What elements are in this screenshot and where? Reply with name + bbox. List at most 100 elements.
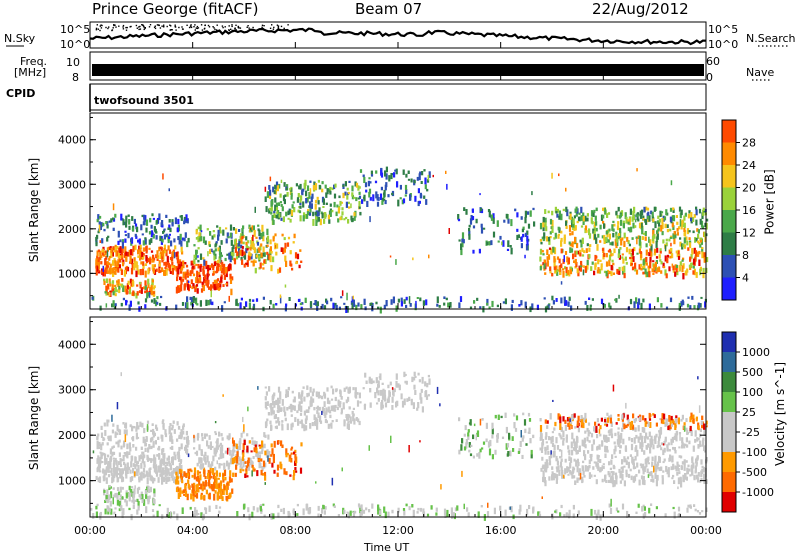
velocity-panel-cell [184, 483, 187, 490]
nsky-point [178, 26, 180, 29]
velocity-panel-cell [202, 481, 205, 487]
power-panel-cell [704, 301, 706, 308]
velocity-panel-cell [144, 447, 147, 452]
velocity-panel-cell [258, 458, 261, 461]
nsky-point [99, 29, 101, 32]
power-panel-cell [254, 260, 257, 263]
power-panel-cell [99, 250, 102, 254]
power-panel-cell [152, 286, 155, 290]
velocity-panel-cell [107, 494, 110, 500]
velocity-panel-cell [621, 473, 624, 481]
power-panel-cell [179, 276, 182, 281]
power-panel-cell [252, 303, 256, 309]
velocity-panel-cell [270, 512, 273, 520]
power-panel-cell [255, 236, 258, 239]
velocity-panel-cell [223, 485, 226, 490]
velocity-panel-cell [678, 512, 681, 516]
velocity-panel-cell [634, 427, 637, 432]
velocity-panel-cell [162, 463, 165, 466]
power-panel-cell [532, 207, 535, 211]
power-panel-cell [108, 255, 111, 259]
velocity-panel-cell [135, 426, 138, 432]
velocity-panel-cell [507, 451, 510, 456]
velocity-panel-cell [546, 425, 549, 429]
power-panel-cell [136, 284, 139, 287]
nsky-point [262, 27, 264, 30]
power-panel-cell [445, 297, 448, 301]
nsky-point [197, 27, 200, 29]
velocity-panel-cell [573, 458, 576, 462]
power-panel-cell [110, 267, 113, 274]
power-panel-cell [567, 301, 570, 307]
velocity-panel-cell [529, 438, 532, 444]
velocity-panel-cell [306, 393, 309, 398]
velocity-panel-cell [645, 462, 648, 468]
velocity-panel-cell [200, 512, 203, 518]
velocity-panel-cell [666, 444, 669, 448]
power-panel-cell [140, 287, 143, 294]
nsky-point [235, 24, 237, 26]
power-panel-cell [195, 277, 198, 284]
velocity-panel-cell [640, 438, 643, 445]
power-panel-cell [317, 179, 320, 183]
velocity-panel-cell [112, 451, 116, 455]
power-panel-cell [207, 264, 210, 272]
power-panel-cell [610, 271, 613, 277]
power-panel-cell [662, 239, 665, 244]
velocity-panel-cell [669, 418, 672, 425]
power-panel-cell [651, 215, 654, 221]
velocity-panel-cell [560, 458, 563, 462]
power-panel-cell [496, 220, 499, 227]
power-panel-cell [626, 236, 629, 242]
power-panel-cell [149, 217, 152, 223]
velocity-panel-cell [595, 461, 598, 467]
velocity-panel-cell [571, 449, 574, 456]
power-panel-cell [526, 230, 529, 235]
velocity-panel-cell [539, 418, 542, 422]
power-panel-cell [612, 272, 615, 275]
velocity-panel-cell [111, 451, 114, 457]
power-panel-cell [457, 218, 461, 222]
power-panel-cell [114, 260, 117, 267]
power-panel-cell [315, 214, 318, 220]
velocity-panel-cell [419, 507, 422, 512]
power-panel-cell [695, 237, 698, 242]
power-panel-cell [127, 280, 130, 286]
power-panel-cell [276, 185, 279, 192]
velocity-panel-cell [263, 471, 267, 476]
power-panel-cell [295, 183, 298, 187]
power-panel-cell [259, 262, 262, 269]
power-panel-cell [268, 192, 272, 200]
velocity-panel-cell [681, 461, 684, 465]
power-panel-cell [460, 243, 463, 250]
power-panel-cell [112, 260, 115, 266]
velocity-panel-cell [606, 417, 610, 423]
velocity-panel-cell [170, 467, 173, 471]
velocity-panel-cell [412, 402, 415, 409]
velocity-panel-cell [625, 424, 628, 428]
velocity-panel-cell [560, 436, 563, 440]
power-panel-cell [331, 187, 334, 191]
velocity-panel-cell [665, 465, 668, 472]
velocity-panel-cell [197, 513, 200, 515]
velocity-panel-cell [102, 475, 105, 479]
velocity-panel-cell [115, 460, 118, 466]
velocity-panel-cell [247, 464, 251, 471]
power-panel-cell [171, 268, 174, 275]
velocity-panel-cell [311, 422, 314, 427]
power-panel-cell [250, 260, 253, 263]
power-colorbar-swatch [722, 255, 736, 278]
velocity-panel-cell [566, 466, 569, 473]
velocity-panel-cell [288, 405, 291, 410]
power-panel-cell [302, 215, 305, 222]
velocity-panel-cell [155, 427, 159, 431]
velocity-panel-cell [377, 398, 380, 402]
velocity-panel-cell [567, 445, 570, 450]
power-panel-cell [276, 243, 279, 249]
power-panel-cell [486, 298, 489, 306]
velocity-panel-cell [573, 475, 576, 479]
nsky-point [231, 29, 233, 32]
power-panel-cell [169, 257, 172, 260]
power-panel-cell [669, 236, 672, 239]
power-panel-cell [302, 201, 305, 208]
